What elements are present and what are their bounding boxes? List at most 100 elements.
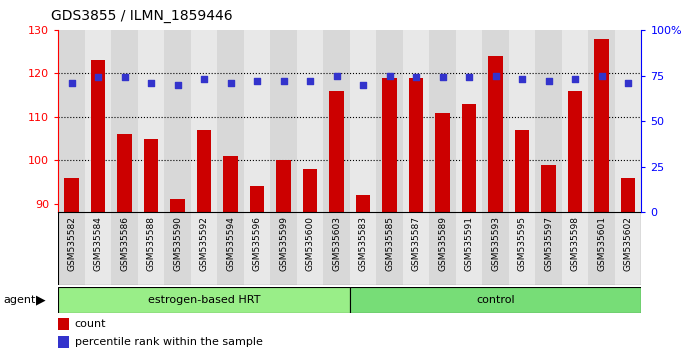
Bar — [85, 212, 111, 285]
Text: GSM535598: GSM535598 — [571, 216, 580, 271]
Bar — [138, 212, 165, 285]
Bar — [197, 130, 211, 212]
Bar — [621, 178, 635, 212]
Bar — [568, 91, 582, 212]
Point — [543, 78, 554, 84]
Bar — [191, 30, 217, 212]
Text: GSM535586: GSM535586 — [120, 216, 129, 271]
Text: GSM535597: GSM535597 — [544, 216, 553, 271]
Bar — [456, 212, 482, 285]
Text: GSM535592: GSM535592 — [200, 216, 209, 271]
Bar — [377, 212, 403, 285]
Bar — [482, 30, 509, 212]
FancyBboxPatch shape — [58, 287, 350, 313]
Point — [411, 75, 422, 80]
Bar — [297, 212, 323, 285]
Bar — [297, 30, 323, 212]
Bar — [615, 30, 641, 212]
Bar — [409, 78, 423, 212]
FancyBboxPatch shape — [350, 287, 641, 313]
Text: GSM535603: GSM535603 — [332, 216, 341, 271]
Text: GSM535596: GSM535596 — [252, 216, 261, 271]
Bar — [58, 30, 85, 212]
Bar — [217, 30, 244, 212]
Bar — [615, 212, 641, 285]
Point — [199, 76, 210, 82]
Bar — [244, 30, 270, 212]
Bar — [462, 104, 476, 212]
Text: GSM535599: GSM535599 — [279, 216, 288, 271]
Text: ▶: ▶ — [36, 293, 45, 307]
Bar — [403, 212, 429, 285]
Point — [596, 73, 607, 79]
Bar — [515, 130, 530, 212]
Point — [93, 75, 104, 80]
Bar — [350, 30, 377, 212]
Bar — [377, 30, 403, 212]
Bar — [509, 212, 535, 285]
Bar — [329, 91, 344, 212]
Bar — [535, 30, 562, 212]
Bar — [323, 212, 350, 285]
Point — [437, 75, 448, 80]
Text: GSM535589: GSM535589 — [438, 216, 447, 271]
Point — [172, 82, 183, 87]
Bar — [303, 169, 318, 212]
Bar — [594, 39, 609, 212]
Point — [252, 78, 263, 84]
Text: GSM535583: GSM535583 — [359, 216, 368, 271]
Bar — [165, 30, 191, 212]
Bar — [350, 212, 377, 285]
Bar — [191, 212, 217, 285]
Bar — [58, 318, 69, 330]
Bar — [541, 165, 556, 212]
Bar — [111, 30, 138, 212]
Bar — [250, 186, 264, 212]
Bar — [482, 212, 509, 285]
Bar — [117, 134, 132, 212]
Point — [357, 82, 368, 87]
Text: GSM535587: GSM535587 — [412, 216, 421, 271]
Text: GSM535594: GSM535594 — [226, 216, 235, 271]
Bar — [488, 56, 503, 212]
Text: agent: agent — [3, 295, 36, 305]
Text: GSM535582: GSM535582 — [67, 216, 76, 271]
Point — [278, 78, 289, 84]
Point — [384, 73, 395, 79]
Point — [145, 80, 156, 86]
Bar — [323, 30, 350, 212]
Bar — [562, 30, 589, 212]
Text: GSM535588: GSM535588 — [147, 216, 156, 271]
Bar — [589, 30, 615, 212]
Point — [464, 75, 475, 80]
Text: GSM535601: GSM535601 — [597, 216, 606, 271]
Point — [623, 80, 634, 86]
Bar — [244, 212, 270, 285]
Bar — [403, 30, 429, 212]
Bar — [144, 139, 158, 212]
Bar — [111, 212, 138, 285]
Text: estrogen-based HRT: estrogen-based HRT — [148, 295, 260, 305]
Bar — [436, 113, 450, 212]
Point — [331, 73, 342, 79]
Bar — [165, 212, 191, 285]
Point — [569, 76, 580, 82]
Bar — [270, 30, 297, 212]
Text: GSM535584: GSM535584 — [93, 216, 103, 271]
Text: GSM535585: GSM535585 — [385, 216, 394, 271]
Bar — [170, 199, 185, 212]
Bar — [217, 212, 244, 285]
Point — [305, 78, 316, 84]
Bar — [270, 212, 297, 285]
Bar — [382, 78, 397, 212]
Bar — [276, 160, 291, 212]
Point — [490, 73, 501, 79]
Bar — [58, 212, 85, 285]
Bar — [58, 336, 69, 348]
Text: percentile rank within the sample: percentile rank within the sample — [75, 337, 263, 347]
Text: control: control — [476, 295, 515, 305]
Bar — [429, 30, 456, 212]
Text: GSM535593: GSM535593 — [491, 216, 500, 271]
Bar — [224, 156, 238, 212]
Bar — [535, 212, 562, 285]
